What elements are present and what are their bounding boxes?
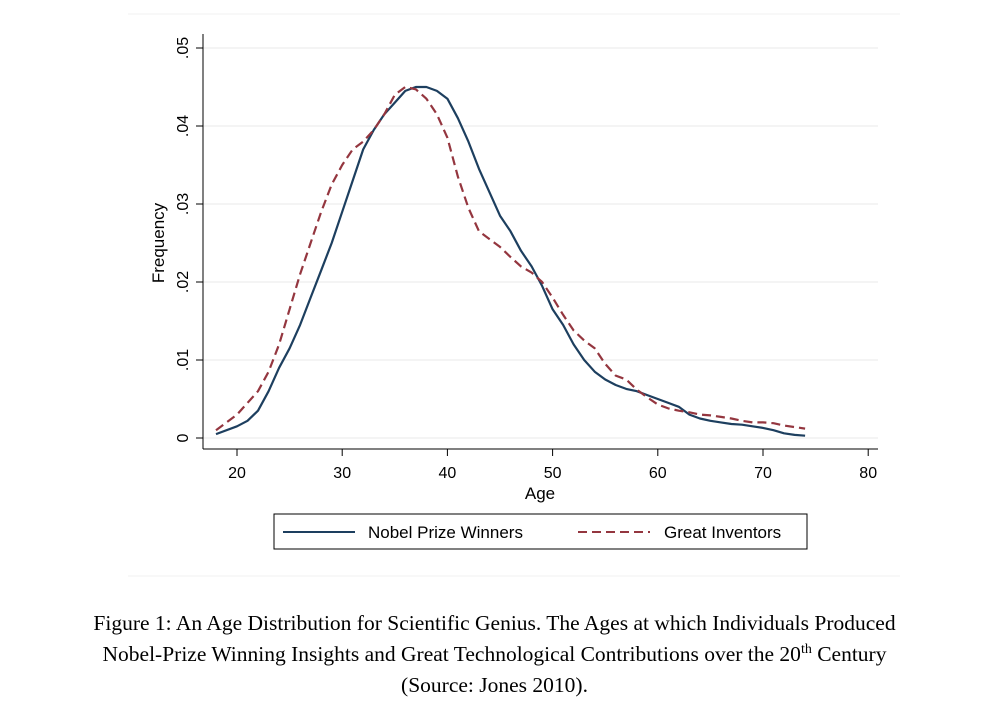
series-line-great-inventors bbox=[215, 85, 806, 432]
legend-label-great-inventors: Great Inventors bbox=[664, 523, 781, 542]
chart: 0 .01 .02 .03 .04 .05 20 30 40 50 60 70 80 Age Frequ… bbox=[128, 13, 900, 577]
y-tick-label-5: .05 bbox=[175, 37, 192, 59]
legend-label-nobel-prize-winners: Nobel Prize Winners bbox=[368, 523, 523, 542]
legend: Nobel Prize Winners Great Inventors bbox=[273, 513, 808, 550]
x-tick-label-3: 50 bbox=[544, 465, 562, 482]
axes: 0 .01 .02 .03 .04 .05 20 30 40 50 60 70 80 bbox=[175, 34, 878, 482]
x-tick-label-5: 70 bbox=[754, 465, 772, 482]
y-tick-label-2: .02 bbox=[175, 271, 192, 293]
y-tick-label-3: .03 bbox=[175, 193, 192, 215]
legend-box bbox=[273, 513, 808, 550]
x-axis-title: Age bbox=[525, 484, 555, 503]
caption-line-3: (Source: Jones 2010). bbox=[401, 673, 588, 697]
x-tick-label-6: 80 bbox=[859, 465, 877, 482]
x-tick-label-0: 20 bbox=[228, 465, 246, 482]
caption-line-2-text: Nobel-Prize Winning Insights and Great T… bbox=[102, 642, 801, 666]
caption-line-2-end: Century bbox=[811, 642, 887, 666]
figure-caption: Figure 1: An Age Distribution for Scient… bbox=[20, 608, 969, 701]
plot-series bbox=[215, 85, 806, 437]
x-tick-label-2: 40 bbox=[439, 465, 457, 482]
y-tick-label-1: .01 bbox=[175, 349, 192, 371]
y-axis-title: Frequency bbox=[149, 202, 168, 283]
y-tick-label-4: .04 bbox=[175, 115, 192, 137]
caption-superscript: th bbox=[800, 642, 812, 657]
caption-line-2: Nobel-Prize Winning Insights and Great T… bbox=[20, 639, 969, 670]
x-tick-label-4: 60 bbox=[649, 465, 667, 482]
graph-region bbox=[128, 14, 900, 576]
caption-line-1: Figure 1: An Age Distribution for Scient… bbox=[93, 611, 896, 635]
series-line-nobel-prize-winners bbox=[215, 85, 806, 437]
y-tick-label-0: 0 bbox=[175, 433, 192, 442]
x-tick-label-1: 30 bbox=[333, 465, 351, 482]
